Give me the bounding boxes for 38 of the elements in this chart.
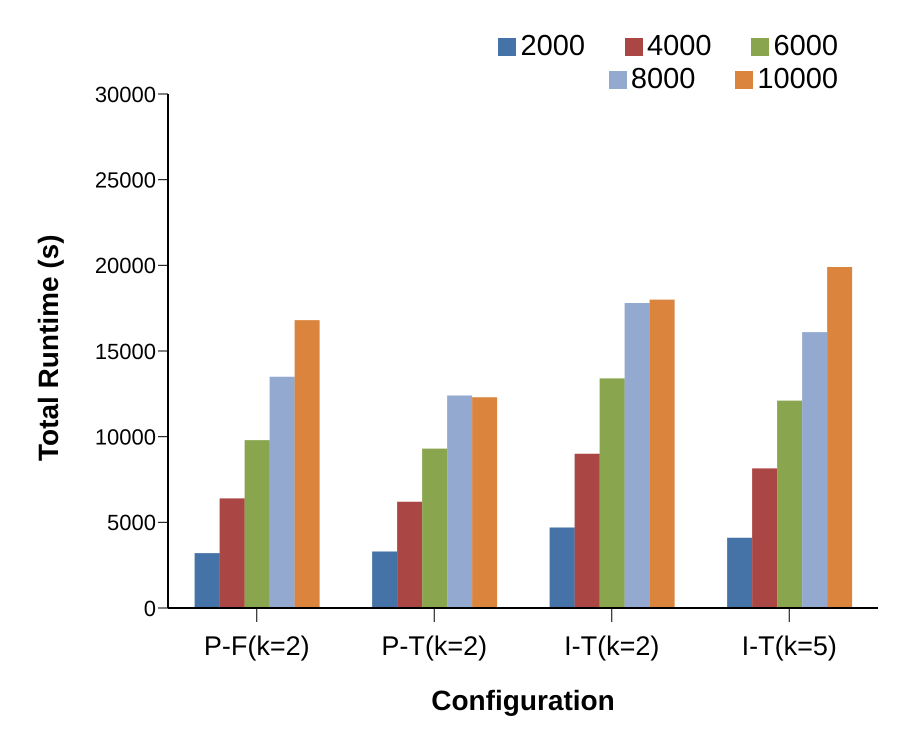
x-tick-label: I-T(k=5) — [742, 631, 837, 662]
y-tick-label: 5000 — [107, 510, 156, 536]
y-axis-title: Total Runtime (s) — [32, 234, 64, 461]
y-tick-label: 30000 — [94, 82, 156, 107]
legend-label: 6000 — [773, 30, 838, 62]
bar — [294, 320, 320, 608]
bar — [777, 400, 802, 608]
bar — [372, 551, 398, 608]
y-tick-label: 0 — [144, 596, 156, 621]
bar — [447, 396, 472, 608]
y-tick-label: 20000 — [94, 253, 156, 278]
bar — [194, 553, 220, 608]
bar — [397, 502, 422, 608]
x-axis-title: Configuration — [431, 685, 615, 716]
bar — [650, 300, 675, 608]
y-tick-label: 25000 — [94, 167, 156, 192]
legend-label: 10000 — [757, 63, 838, 95]
bar — [752, 468, 778, 608]
bar — [827, 267, 852, 608]
y-tick-label: 15000 — [94, 338, 156, 364]
legend-label: 2000 — [520, 30, 585, 62]
bar — [624, 303, 650, 608]
bar — [220, 498, 245, 608]
bar — [550, 527, 575, 608]
x-tick-label: I-T(k=2) — [564, 631, 660, 662]
bar — [802, 332, 828, 608]
bar — [422, 448, 448, 608]
legend-label: 4000 — [646, 30, 712, 62]
bar — [270, 376, 295, 608]
y-tick-label: 10000 — [94, 424, 156, 450]
x-tick-label: P-F(k=2) — [204, 631, 310, 662]
bar — [727, 538, 752, 608]
bar — [472, 397, 498, 608]
bar — [600, 378, 625, 608]
legend-label: 8000 — [630, 63, 696, 95]
bar — [244, 440, 270, 608]
bar — [574, 454, 600, 608]
x-tick-label: P-T(k=2) — [381, 631, 488, 662]
